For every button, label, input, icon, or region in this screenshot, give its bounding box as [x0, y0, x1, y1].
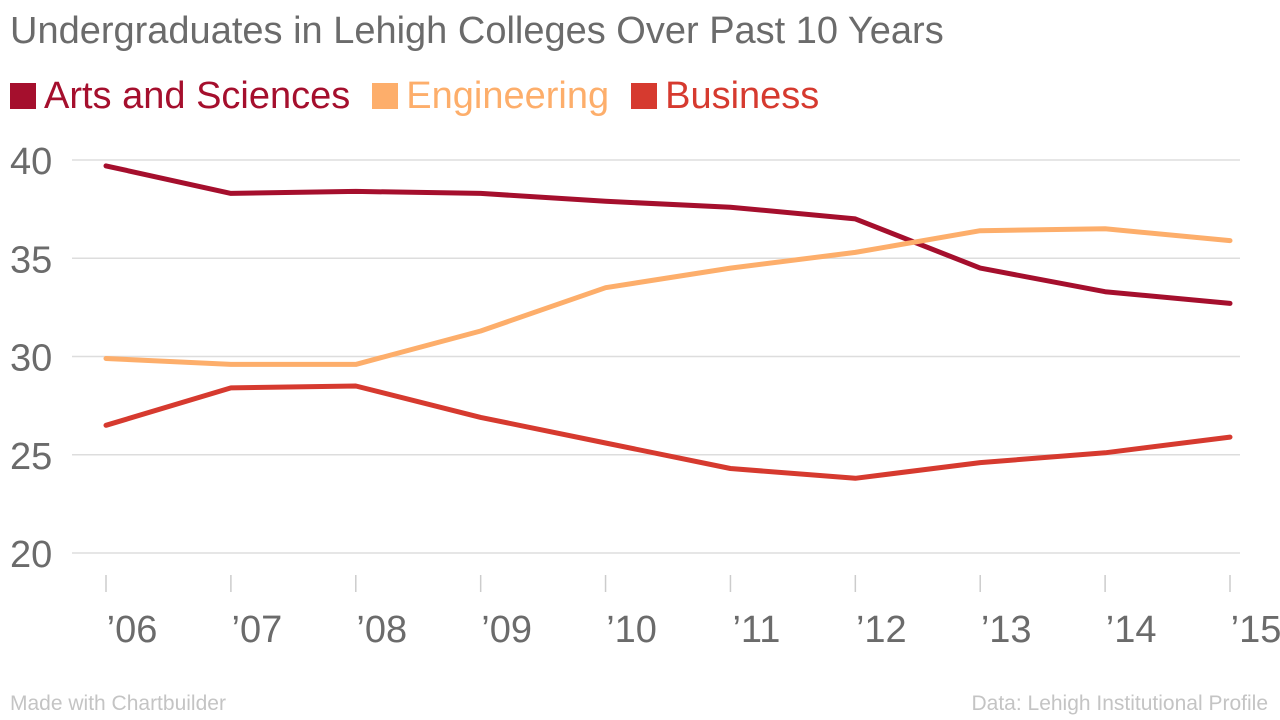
x-tick-label-4: ’10	[606, 609, 657, 651]
x-tick-label-0: ’06	[107, 609, 158, 651]
x-tick-label-9: ’15	[1231, 609, 1280, 651]
x-tick-label-5: ’11	[732, 609, 780, 651]
data-source-credit: Data: Lehigh Institutional Profile	[971, 692, 1268, 715]
x-tick-label-8: ’14	[1106, 609, 1157, 651]
legend-swatch-engineering	[372, 83, 399, 109]
legend-item-arts-and-sciences: Arts and Sciences	[10, 75, 350, 118]
chart-title: Undergraduates in Lehigh Colleges Over P…	[10, 10, 944, 52]
legend-swatch-arts-and-sciences	[10, 83, 36, 109]
y-tick-label-20: 20	[10, 534, 52, 576]
y-tick-label-40: 40	[10, 141, 52, 183]
x-tick-label-3: ’09	[481, 609, 532, 651]
x-tick-label-6: ’12	[856, 609, 907, 651]
legend-item-engineering: Engineering	[372, 75, 609, 118]
legend-item-business: Business	[631, 75, 819, 118]
series-line-business	[103, 383, 1233, 481]
legend-label-arts-and-sciences: Arts and Sciences	[44, 74, 351, 117]
x-tick-label-1: ’07	[232, 609, 283, 651]
legend: Arts and Sciences Engineering Business	[10, 74, 841, 118]
y-tick-label-25: 25	[10, 436, 52, 478]
x-tick-label-2: ’08	[356, 609, 407, 651]
legend-swatch-business	[631, 83, 658, 109]
series-line-arts-and-sciences	[103, 163, 1233, 306]
legend-label-engineering: Engineering	[406, 74, 610, 117]
x-tick-label-7: ’13	[981, 609, 1032, 651]
y-tick-label-35: 35	[10, 239, 52, 281]
made-with-credit: Made with Chartbuilder	[10, 692, 226, 715]
line-chart: 40 35 30 25 20 ’06 ’07 ’08 ’09 ’10 ’11 ’12 ’13 ’14 ’15	[10, 141, 1280, 651]
y-tick-label-30: 30	[10, 338, 52, 380]
series-line-engineering	[103, 226, 1233, 367]
legend-label-business: Business	[665, 74, 820, 117]
